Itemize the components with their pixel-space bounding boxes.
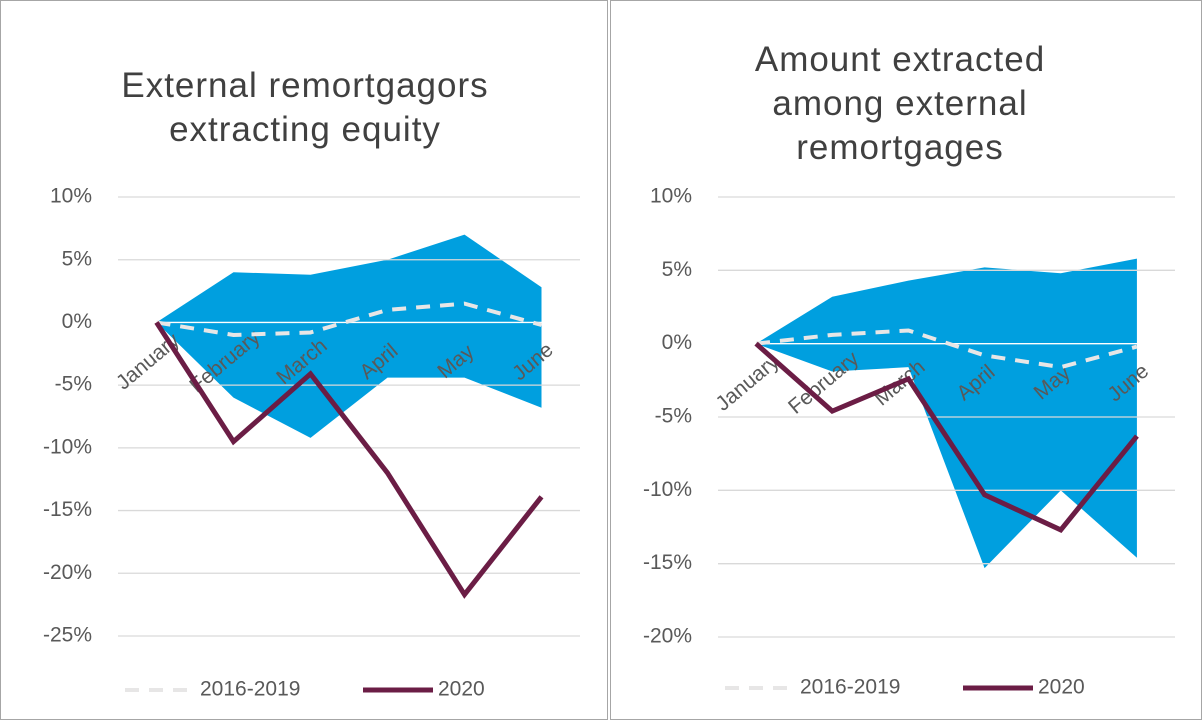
- series-line: [755, 328, 1138, 370]
- y-tick-label: 0%: [662, 331, 692, 354]
- range-area: [756, 258, 1137, 569]
- legend-label: 2020: [438, 678, 485, 701]
- y-tick-label: -10%: [643, 478, 692, 501]
- y-tick-label: 0%: [62, 310, 92, 333]
- y-tick-label: 5%: [662, 258, 692, 281]
- y-tick-label: -20%: [643, 625, 692, 648]
- chart-panel: [0, 0, 608, 720]
- y-tick-label: -10%: [43, 435, 92, 458]
- range-area: [156, 234, 542, 438]
- y-tick-label: -15%: [643, 551, 692, 574]
- series-line: [156, 301, 543, 337]
- legend-label: 2016-2019: [200, 678, 300, 701]
- y-tick-label: 5%: [62, 247, 92, 270]
- y-tick-label: -5%: [55, 373, 92, 396]
- chart-title: External remortgagors extracting equity: [121, 66, 489, 149]
- y-tick-label: -15%: [43, 498, 92, 521]
- chart-title: Amount extracted among external remortga…: [754, 40, 1046, 167]
- y-tick-label: 10%: [50, 185, 92, 208]
- legend-label: 2020: [1038, 676, 1085, 699]
- y-tick-label: 10%: [650, 185, 692, 208]
- legend-label: 2016-2019: [800, 676, 900, 699]
- y-tick-label: -25%: [43, 624, 92, 647]
- y-tick-label: -20%: [43, 561, 92, 584]
- series-line: [154, 321, 544, 599]
- series-line: [754, 341, 1139, 534]
- y-tick-label: -5%: [655, 405, 692, 428]
